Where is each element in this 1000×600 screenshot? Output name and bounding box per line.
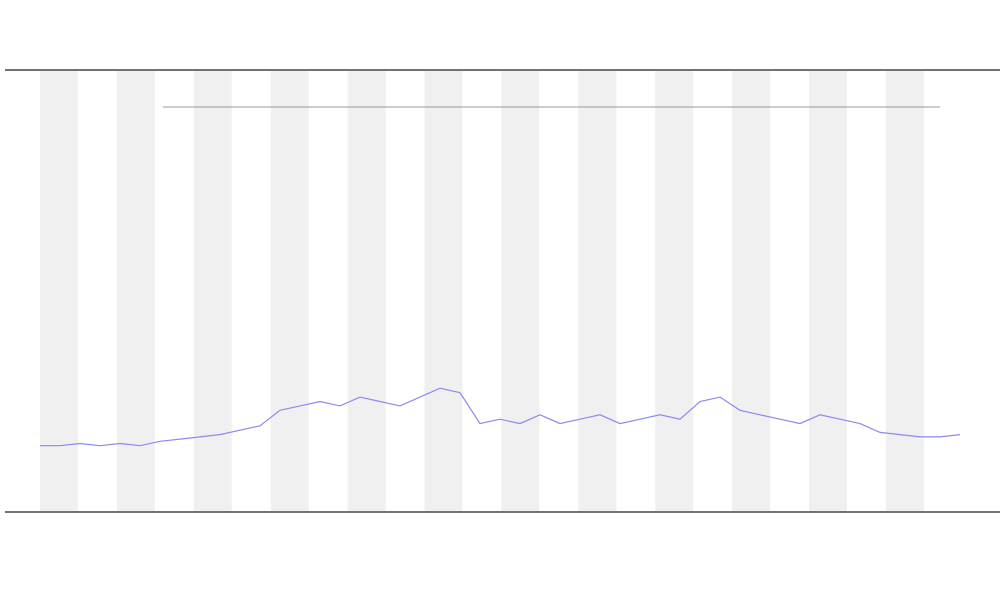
shade-band	[347, 71, 386, 511]
shade-band	[501, 71, 540, 511]
shade-band	[424, 71, 463, 511]
shade-band	[732, 71, 771, 511]
shade-band	[809, 71, 847, 511]
shade-band	[270, 71, 309, 511]
background-bands	[40, 71, 924, 511]
shade-band	[655, 71, 694, 511]
shade-band	[193, 71, 232, 511]
shade-band	[885, 71, 924, 511]
shade-band	[116, 71, 155, 511]
data-line	[40, 387, 961, 447]
shade-band	[40, 71, 78, 511]
shade-band	[578, 71, 617, 511]
